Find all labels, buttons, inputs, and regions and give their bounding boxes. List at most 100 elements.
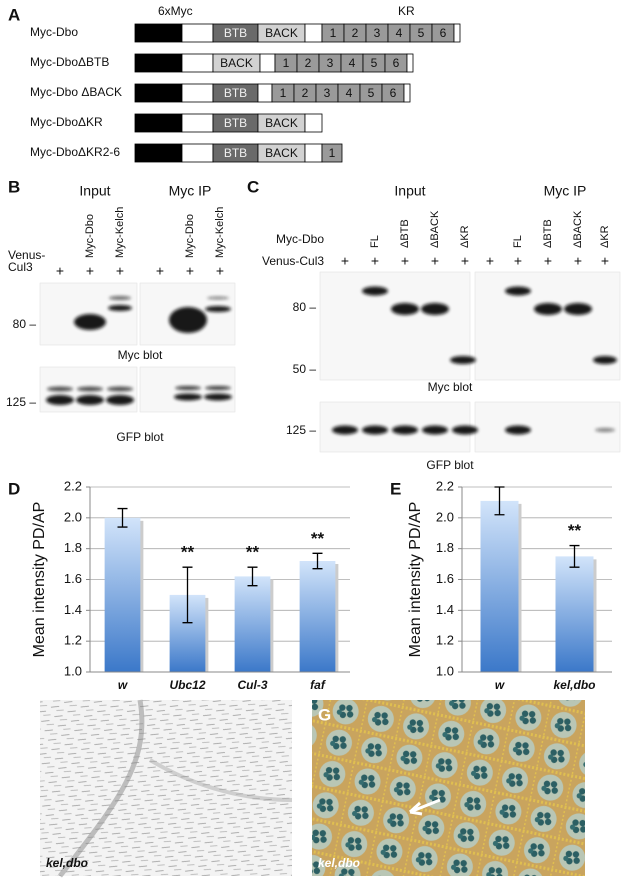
blot-band (205, 306, 231, 312)
domain-label: BACK (265, 26, 298, 40)
lane-sign: + (156, 263, 164, 279)
construct-name: Myc-Dbo ΔBACK (30, 85, 122, 99)
lane-sign: + (601, 253, 609, 269)
size-marker: 80 – (293, 300, 317, 314)
lane-sign: + (86, 263, 94, 279)
y-tick-label: 1.4 (436, 602, 454, 617)
lane-label: ΔBTB (399, 219, 411, 248)
vein (58, 699, 145, 878)
row-label: Cul3 (8, 260, 33, 274)
blot-band (106, 395, 134, 405)
significance: ** (311, 529, 325, 548)
lane-sign: + (216, 263, 224, 279)
panel-label: F (296, 705, 306, 724)
y-tick-label: 1.8 (436, 540, 454, 555)
panel-label: G (318, 705, 331, 724)
domain-label: 1 (329, 146, 336, 160)
x-tick-label: w (495, 678, 505, 692)
blot-band (564, 303, 592, 315)
blot-band (204, 393, 232, 401)
lane-label: Myc-Kelch (114, 207, 126, 258)
size-marker: 125 – (286, 423, 316, 437)
blot-band (77, 386, 103, 392)
lane-label: Myc-Dbo (84, 214, 96, 258)
construct-name: Myc-DboΔKR2-6 (30, 145, 120, 159)
lane-label: Myc-Kelch (214, 207, 226, 258)
blot-caption: Myc blot (118, 348, 163, 362)
y-tick-label: 1.2 (64, 633, 82, 648)
lane-sign: + (514, 253, 522, 269)
domain-label: BTB (224, 86, 247, 100)
bar (555, 556, 594, 672)
y-tick-label: 1.6 (64, 571, 82, 586)
header: KR (398, 4, 415, 18)
panel-label: A (8, 5, 20, 24)
domain (259, 53, 276, 73)
domain (321, 143, 343, 163)
domain-label: 2 (305, 56, 312, 70)
domain (181, 23, 214, 43)
domain (403, 83, 411, 103)
domain-label: 3 (324, 86, 331, 100)
y-tick-label: 2.0 (436, 509, 454, 524)
y-tick-label: 2.2 (64, 478, 82, 493)
size-marker: 125 – (6, 395, 36, 409)
significance: ** (568, 521, 582, 540)
blot-band (332, 425, 358, 435)
significance: ** (181, 543, 195, 562)
domain (257, 83, 273, 103)
y-axis-label: Mean intensity PD/AP (31, 502, 48, 658)
lane-label: FL (512, 235, 524, 248)
row-label: Venus-Cul3 (262, 254, 324, 268)
group-title: Input (79, 183, 110, 199)
bar (234, 576, 271, 672)
group-title: Input (394, 183, 425, 199)
bar (299, 561, 336, 672)
y-tick-label: 2.0 (64, 509, 82, 524)
group-title: Myc IP (544, 183, 587, 199)
domain-label: BACK (220, 56, 253, 70)
image-caption: kel,dbo (318, 856, 360, 870)
y-tick-label: 2.2 (436, 478, 454, 493)
blot-band (207, 296, 229, 300)
domain (134, 53, 183, 73)
y-axis-label: Mean intensity PD/AP (407, 502, 424, 658)
domain-label: BTB (224, 26, 247, 40)
blot (319, 271, 471, 381)
x-tick-label: kel,dbo (553, 678, 595, 692)
construct-name: Myc-DboΔKR (30, 115, 103, 129)
blot-band (107, 386, 133, 392)
blot-band (505, 425, 531, 435)
construct-name: Myc-Dbo (30, 25, 78, 39)
error-bar (569, 544, 580, 568)
blot-band (205, 386, 231, 390)
lane-sign: + (461, 253, 469, 269)
error-bar (312, 552, 323, 570)
lane-sign: + (486, 253, 494, 269)
blot-band (76, 395, 104, 405)
domain (304, 113, 323, 133)
row-label: Myc-Dbo (276, 232, 324, 246)
image-caption: kel,dbo (46, 856, 88, 870)
domain-label: 1 (280, 86, 287, 100)
blot-band (46, 395, 74, 405)
bar (480, 500, 519, 672)
lane-sign: + (56, 263, 64, 279)
group-title: Myc IP (169, 183, 212, 199)
header: 6xMyc (158, 4, 193, 18)
blot-band (362, 425, 388, 435)
row-label: Venus- (8, 248, 45, 262)
domain (181, 113, 214, 133)
blot (474, 271, 621, 381)
blot-band (421, 303, 449, 315)
domain-label: 5 (418, 26, 425, 40)
bar (104, 517, 141, 672)
domain-label: 5 (368, 86, 375, 100)
lane-label: ΔBACK (429, 210, 441, 248)
lane-sign: + (116, 263, 124, 279)
lane-sign: + (371, 253, 379, 269)
panel-label: E (390, 479, 401, 498)
y-tick-label: 1.2 (436, 633, 454, 648)
blot-band (74, 314, 106, 330)
domain-label: 2 (302, 86, 309, 100)
